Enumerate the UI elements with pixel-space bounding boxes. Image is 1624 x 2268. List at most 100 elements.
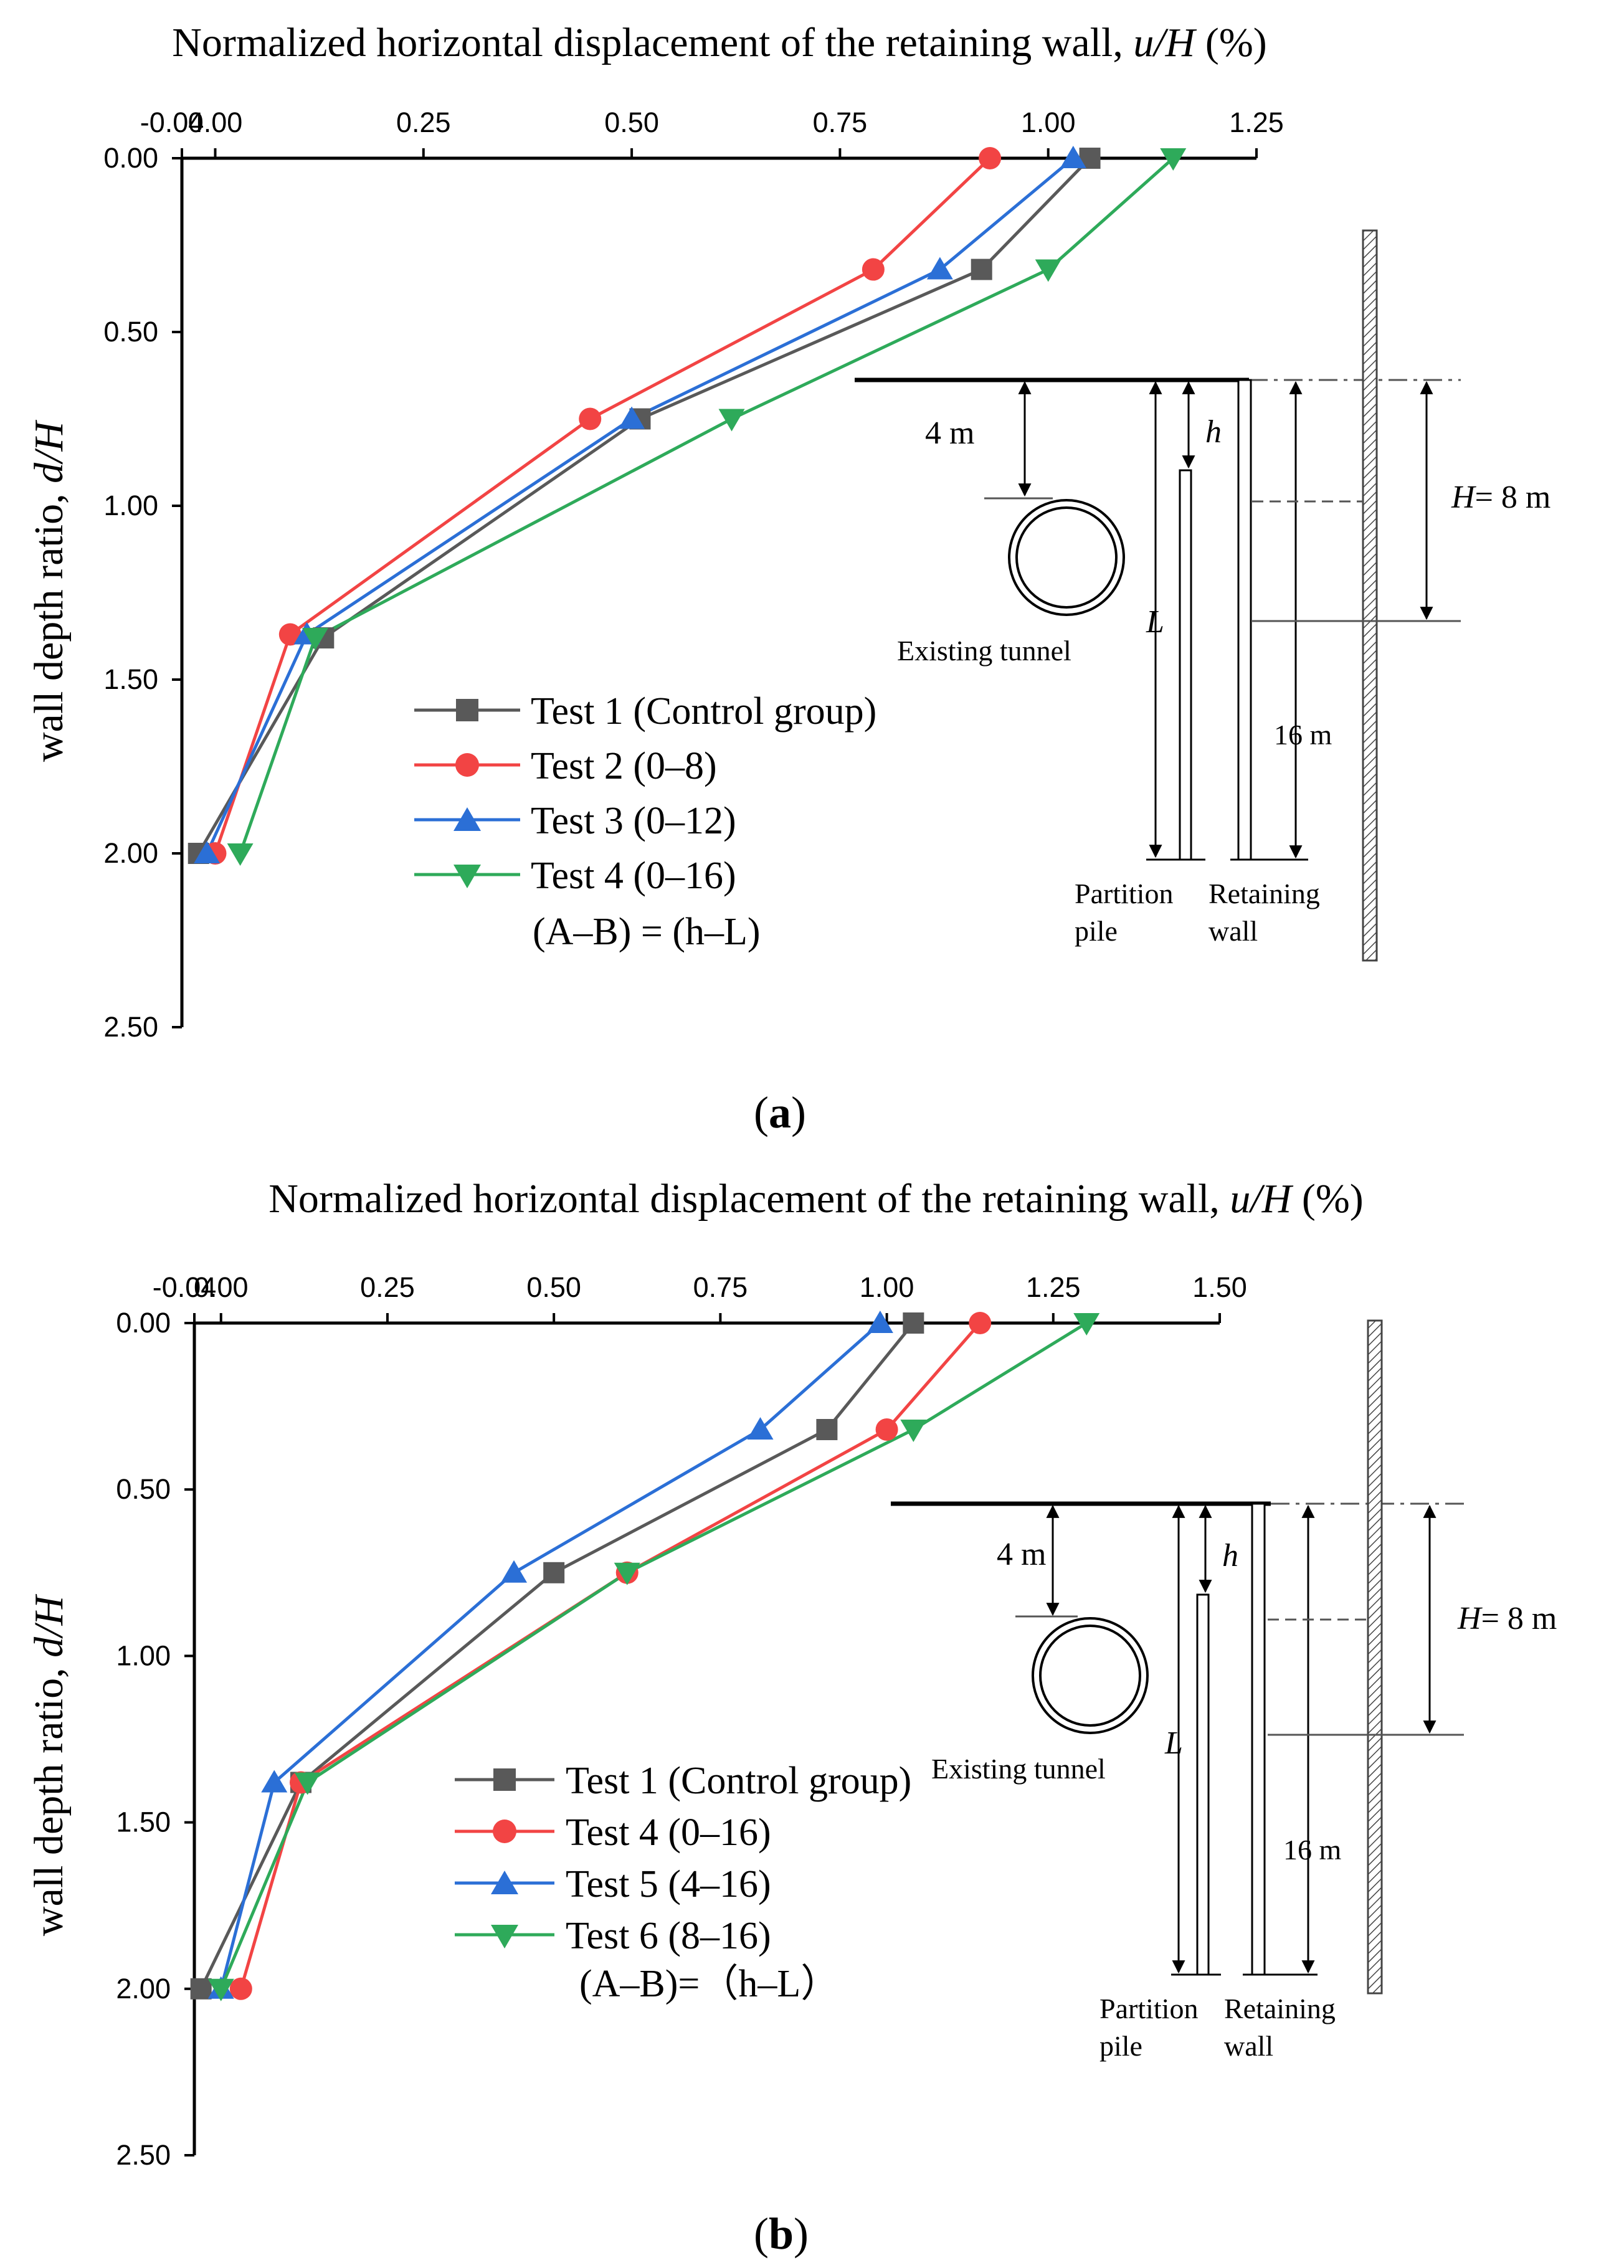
svg-text:Test 4 (0–16): Test 4 (0–16)	[566, 1811, 771, 1854]
data-point-a-2	[579, 407, 602, 430]
y-axis-title-a: wall depth ratio, d/H	[26, 420, 72, 762]
y-tick-label-a: 1.00	[103, 490, 158, 521]
label-retaining-a2: wall	[1209, 915, 1258, 947]
x-tick-label-a: 1.25	[1229, 107, 1284, 138]
legend-entry-test1-b: Test 1 (Control group)	[455, 1760, 911, 1802]
x-axis-title-b: Normalized horizontal displacement of th…	[268, 1176, 1364, 1222]
x-tick-labels-b: -0.040.00 0.25 0.50 0.75 1.00 1.25 1.50	[153, 1271, 1247, 1303]
legend-entry-test3-a: Test 3 (0–12)	[414, 800, 736, 842]
retaining-wall-b	[1251, 1502, 1266, 1976]
data-point-b-1	[190, 1978, 212, 2000]
x-tick-label-b: 0.75	[693, 1271, 748, 1303]
legend-entry-test6-b: Test 6 (8–16)	[455, 1915, 771, 1957]
label-4m-a: 4 m	[925, 415, 974, 451]
hatched-wall-b	[1367, 1319, 1383, 1995]
legend-a: Test 1 (Control group) Test 2 (0–8) Test…	[414, 690, 876, 953]
data-point-a-2	[862, 258, 885, 281]
label-retaining-b1: Retaining	[1224, 1993, 1336, 2024]
series-line-b-1	[199, 1322, 915, 1990]
svg-text:Test 4 (0–16): Test 4 (0–16)	[531, 855, 736, 897]
legend-note-b: (A–B)=（h–L）	[579, 1963, 839, 2005]
data-point-b-2	[969, 1312, 992, 1334]
data-point-a-3	[619, 406, 645, 429]
legend-entry-test2-a: Test 2 (0–8)	[414, 745, 717, 787]
legend-entry-test4-a: Test 4 (0–16)	[414, 855, 736, 897]
label-partition-a1: Partition	[1075, 878, 1173, 909]
retaining-wall-a	[1237, 379, 1252, 861]
y-tick-label-a: 2.50	[103, 1011, 158, 1043]
x-tick-label-b: 0.25	[360, 1271, 415, 1303]
label-partition-a2: pile	[1075, 915, 1118, 947]
y-tick-label-b: 2.50	[116, 2139, 171, 2171]
data-point-a-3	[194, 841, 221, 863]
caption-b: (b)	[754, 2209, 809, 2259]
data-point-b-1	[903, 1312, 924, 1334]
data-point-b-1	[543, 1562, 565, 1583]
label-retaining-a1: Retaining	[1209, 878, 1320, 909]
label-h-a: h	[1205, 414, 1222, 450]
partition-pile-a	[1179, 469, 1192, 861]
label-tunnel-b: Existing tunnel	[931, 1753, 1106, 1785]
x-tick-label-a: 0.50	[604, 107, 659, 138]
data-point-b-3	[867, 1311, 893, 1333]
data-point-a-3	[926, 257, 953, 280]
data-point-b-2	[229, 1977, 252, 2000]
series-line-b-3	[219, 1322, 881, 1990]
schematic-a: 4 m Existing tunnel L h 16 m H= 8 m Part…	[855, 229, 1550, 962]
data-point-b-4	[1073, 1313, 1100, 1336]
svg-text:Test 1 (Control group): Test 1 (Control group)	[566, 1760, 911, 1802]
partition-pile-b	[1196, 1593, 1210, 1976]
x-tick-label-b: 1.00	[860, 1271, 914, 1303]
x-tick-label-a: 0.00	[188, 107, 243, 138]
x-tick-label-b: 0.50	[526, 1271, 581, 1303]
label-16m-a: 16 m	[1274, 719, 1332, 751]
caption-a: (a)	[754, 1088, 806, 1137]
data-point-b-3	[501, 1560, 528, 1583]
x-tick-label-b: 1.50	[1192, 1271, 1247, 1303]
data-point-b-4	[614, 1562, 640, 1585]
svg-text:Test 1 (Control group): Test 1 (Control group)	[531, 690, 876, 733]
y-tick-label-b: 2.00	[116, 1973, 171, 2005]
y-tick-label-b: 0.50	[116, 1473, 171, 1505]
tunnel-outer-b	[1032, 1617, 1149, 1734]
svg-text:Test 2 (0–8): Test 2 (0–8)	[531, 745, 717, 787]
legend-entry-test5-b: Test 5 (4–16)	[455, 1863, 771, 1905]
data-point-a-4	[227, 843, 254, 866]
x-tick-label-a: 1.00	[1021, 107, 1076, 138]
legend-entry-test4-b: Test 4 (0–16)	[455, 1811, 771, 1854]
x-tick-label-a: -0.04	[140, 107, 204, 138]
y-tick-label-a: 2.00	[103, 837, 158, 869]
hatched-wall-a	[1362, 229, 1378, 962]
data-point-a-4	[718, 409, 745, 432]
label-tunnel-a: Existing tunnel	[897, 635, 1071, 667]
label-L-b: L	[1164, 1725, 1183, 1761]
x-tick-label-b: 0.00	[194, 1271, 249, 1303]
panel-b: Normalized horizontal displacement of th…	[26, 1176, 1557, 2259]
y-axis-title-b: wall depth ratio, d/H	[26, 1594, 72, 1937]
data-point-a-2	[979, 147, 1002, 169]
series-a	[188, 146, 1187, 866]
svg-text:Test 3 (0–12): Test 3 (0–12)	[531, 800, 736, 842]
y-tick-label-b: 0.00	[116, 1307, 171, 1339]
svg-text:Test 5 (4–16): Test 5 (4–16)	[566, 1863, 771, 1905]
label-H-a: H= 8 m	[1451, 480, 1550, 515]
label-retaining-b2: wall	[1224, 2030, 1273, 2062]
axes-b	[184, 1313, 1221, 2156]
legend-b: Test 1 (Control group) Test 4 (0–16) Tes…	[455, 1760, 911, 2005]
data-point-b-4	[294, 1772, 321, 1795]
y-tick-label-b: 1.50	[116, 1806, 171, 1838]
data-point-a-3	[1060, 146, 1086, 168]
label-partition-b1: Partition	[1099, 1993, 1198, 2024]
data-point-a-4	[1035, 259, 1061, 282]
x-tick-label-b: 1.25	[1026, 1271, 1081, 1303]
label-4m-b: 4 m	[997, 1537, 1046, 1572]
svg-text:Test 6 (8–16): Test 6 (8–16)	[566, 1915, 771, 1957]
series-b	[190, 1311, 1100, 2001]
legend-entry-test1-a: Test 1 (Control group)	[414, 690, 876, 733]
data-point-b-2	[875, 1418, 898, 1441]
y-tick-label-a: 0.00	[103, 142, 158, 174]
data-point-a-2	[278, 623, 302, 646]
x-tick-label-b: -0.04	[153, 1271, 217, 1303]
x-tick-label-a: 0.75	[813, 107, 868, 138]
